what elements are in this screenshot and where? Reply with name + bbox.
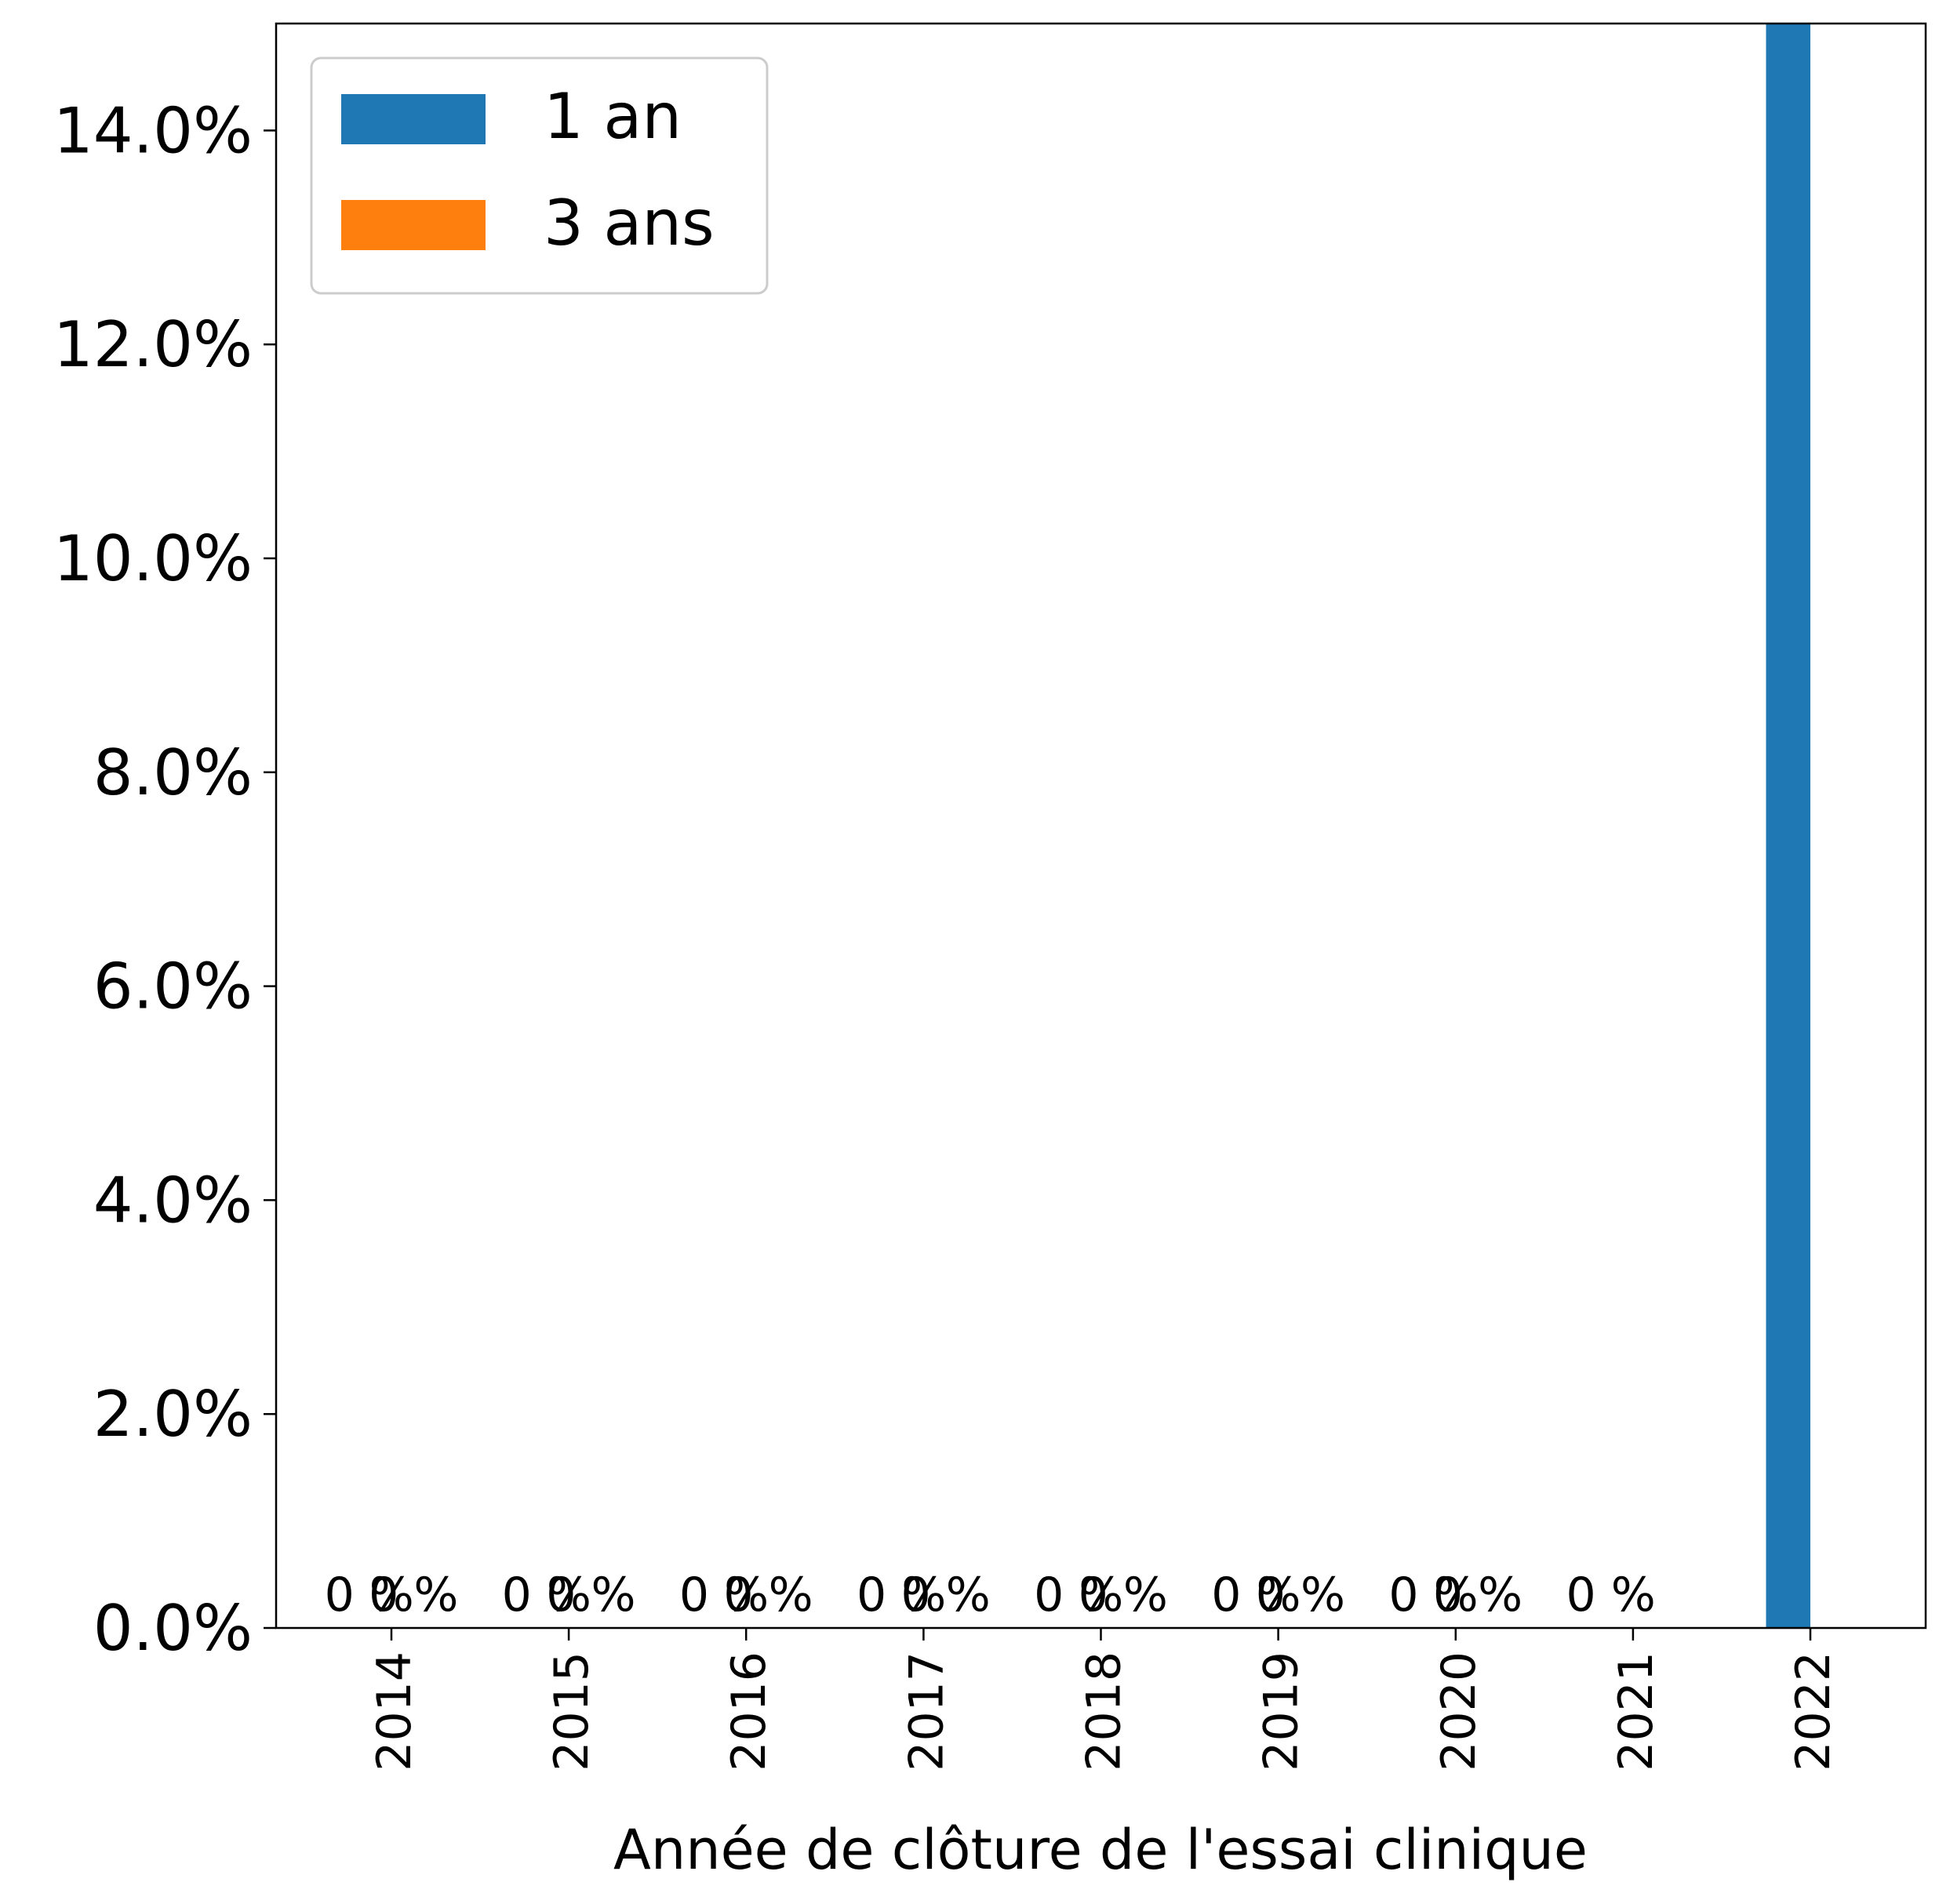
y-tick-label: 12.0% — [53, 308, 253, 381]
value-label-1-an-2020: 0 % — [1388, 1568, 1478, 1622]
legend-swatch-3-ans — [341, 200, 486, 250]
x-tick-label: 2015 — [544, 1651, 599, 1771]
x-axis: 2014 2015 2016 2017 2018 2019 2020 2021 2022 — [367, 1628, 1841, 1771]
bar-1-an-2022 — [1766, 24, 1810, 1628]
value-label-1-an-2021: 0 % — [1566, 1568, 1655, 1622]
value-label-1-an-2015: 0 % — [502, 1568, 591, 1622]
x-tick-label: 2019 — [1254, 1651, 1309, 1771]
y-tick-label: 10.0% — [53, 522, 253, 595]
value-label-1-an-2017: 0 % — [857, 1568, 946, 1622]
x-tick-label: 2021 — [1609, 1651, 1664, 1771]
y-tick-label: 6.0% — [93, 950, 253, 1023]
value-label-3-ans-2019: 0 % — [1256, 1568, 1345, 1622]
x-tick-label: 2017 — [899, 1651, 954, 1771]
legend-label-3-ans: 3 ans — [544, 187, 715, 260]
value-label-3-ans-2014: 0 % — [369, 1568, 458, 1622]
x-tick-label: 2014 — [367, 1651, 422, 1771]
x-tick-label: 2018 — [1077, 1651, 1132, 1771]
bars-layer — [1766, 24, 1810, 1628]
x-axis-label: Année de clôture de l'essai clinique — [613, 1818, 1588, 1882]
y-tick-label: 2.0% — [93, 1378, 253, 1451]
value-label-3-ans-2018: 0 % — [1079, 1568, 1168, 1622]
legend: 1 an 3 ans — [310, 56, 769, 295]
y-axis: 0.0% 2.0% 4.0% 6.0% 8.0% 10.0% 12.0% 14.0% — [53, 94, 276, 1665]
value-label-3-ans-2015: 0 % — [546, 1568, 635, 1622]
value-label-3-ans-2017: 0 % — [900, 1568, 990, 1622]
value-label-1-an-2019: 0 % — [1211, 1568, 1301, 1622]
x-tick-label: 2016 — [722, 1651, 777, 1771]
x-tick-label: 2022 — [1786, 1651, 1841, 1771]
value-label-1-an-2018: 0 % — [1034, 1568, 1123, 1622]
y-tick-label: 8.0% — [93, 736, 253, 809]
x-tick-label: 2020 — [1432, 1651, 1486, 1771]
legend-label-1-an: 1 an — [544, 80, 682, 153]
legend-swatch-1-an — [341, 94, 486, 144]
value-label-3-ans-2016: 0 % — [723, 1568, 813, 1622]
y-tick-label: 4.0% — [93, 1164, 253, 1237]
value-label-1-an-2014: 0 % — [325, 1568, 414, 1622]
value-label-3-ans-2020: 0 % — [1433, 1568, 1522, 1622]
value-label-1-an-2016: 0 % — [679, 1568, 769, 1622]
y-tick-label: 14.0% — [53, 94, 253, 167]
y-tick-label: 0.0% — [93, 1592, 253, 1665]
value-labels-layer: 0 % 0 % 0 % 0 % 0 % 0 % 0 % 0 %0 % 0 % 0 % 0 % 0 % 0… — [325, 1568, 1656, 1622]
